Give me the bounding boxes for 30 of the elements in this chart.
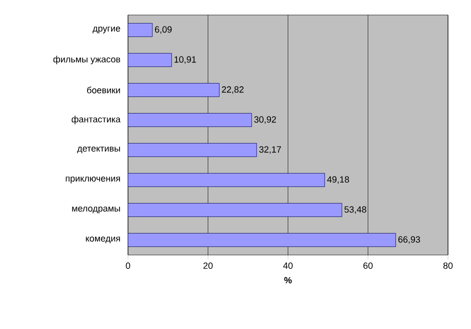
bar [128,113,252,127]
x-tick-label: 60 [363,262,373,269]
bar [128,53,172,67]
data-label: 53,48 [344,206,366,214]
y-tick-label: приключения [66,176,120,184]
data-label: 6,09 [155,26,172,34]
data-label: 22,82 [222,86,244,94]
bar [128,203,342,217]
bar [128,173,325,187]
y-tick-label: мелодрамы [72,206,120,214]
y-tick-label: боевики [87,86,120,94]
bar [128,233,396,247]
x-axis-title: % [284,277,292,284]
y-tick-label: фантастика [72,116,121,124]
bar [128,23,153,37]
x-tick-label: 0 [126,262,130,269]
data-label: 66,93 [398,236,420,244]
bar [128,83,220,97]
data-label: 32,17 [259,146,281,154]
y-tick-label: комедия [86,236,120,244]
y-tick-label: детективы [77,146,120,154]
y-tick-label: фильмы ужасов [53,56,120,64]
x-tick-label: 80 [443,262,453,269]
data-label: 30,92 [254,116,276,124]
x-tick-label: 40 [283,262,293,269]
data-label: 49,18 [327,176,350,184]
bar [128,143,257,157]
data-label: 10,91 [174,56,196,64]
x-tick-label: 20 [203,262,213,269]
y-tick-label: другие [92,26,120,34]
